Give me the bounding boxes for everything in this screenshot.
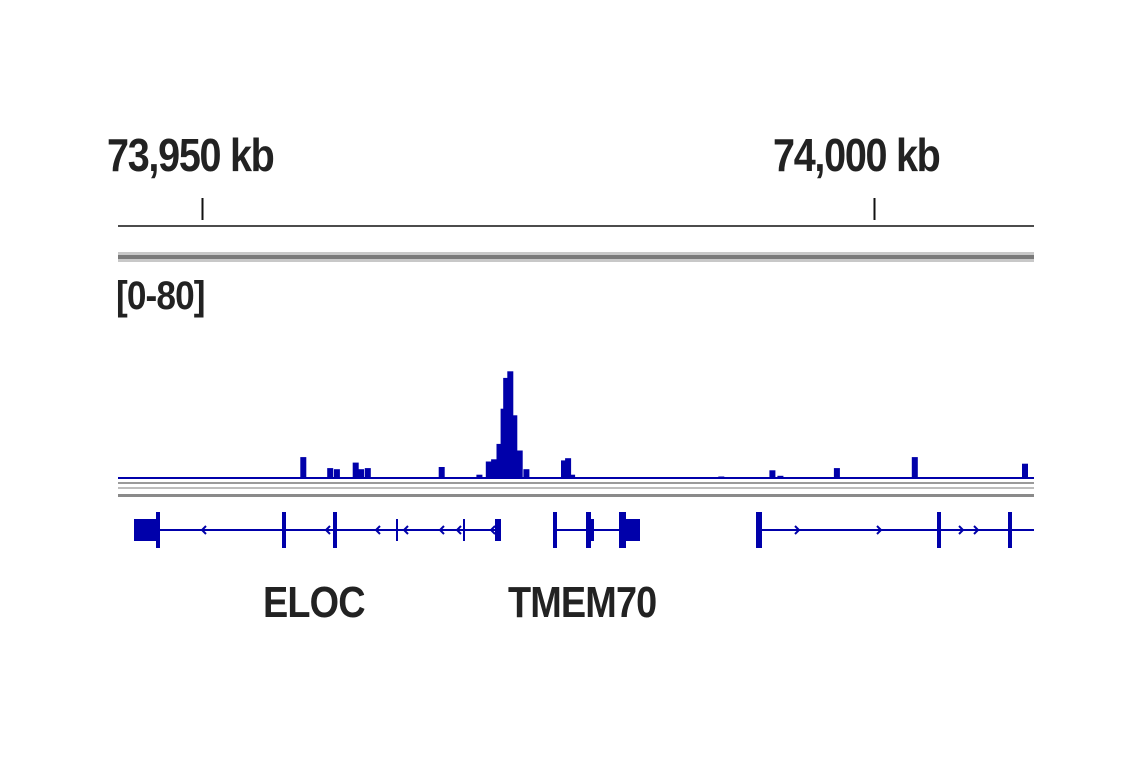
strand-arrow xyxy=(876,525,883,535)
signal-bar xyxy=(327,468,334,478)
strand-arrow xyxy=(324,525,331,535)
gene-exon xyxy=(156,512,160,548)
gene-exon xyxy=(756,512,762,548)
signal-bar xyxy=(364,468,371,478)
signal-bar xyxy=(523,469,530,478)
signal-bar xyxy=(300,457,307,478)
signal-bar xyxy=(565,458,572,478)
strand-arrow xyxy=(438,525,445,535)
signal-bar xyxy=(476,474,483,478)
gene-exon xyxy=(282,512,286,548)
signal-bar xyxy=(496,443,503,478)
gene-exon xyxy=(396,519,398,541)
gene-separator-top xyxy=(118,482,1034,484)
signal-bar xyxy=(769,470,776,478)
gene-label-eloc: ELOC xyxy=(263,578,366,627)
track-separator-bottom xyxy=(118,259,1034,262)
strand-arrow xyxy=(489,525,496,535)
signal-bar xyxy=(491,459,498,478)
signal-bar xyxy=(1022,463,1028,478)
track-range-label: [0-80] xyxy=(116,274,205,318)
strand-arrow xyxy=(374,525,381,535)
axis-tick-label-74000: 74,000 kb xyxy=(773,129,941,181)
gene-separator-mid xyxy=(118,487,1034,489)
gene-separator-bottom xyxy=(118,494,1034,497)
track-separator-mid xyxy=(118,255,1034,259)
signal-bar xyxy=(516,450,523,478)
track-separator-top xyxy=(118,252,1034,255)
strand-arrow xyxy=(958,525,965,535)
signal-bar xyxy=(438,467,445,478)
gene-exon xyxy=(586,512,591,548)
strand-arrow xyxy=(455,525,462,535)
strand-arrow xyxy=(973,525,980,535)
signal-bar xyxy=(911,457,918,478)
signal-bar xyxy=(511,415,518,478)
gene-track xyxy=(134,512,1034,548)
gene-exon xyxy=(495,519,501,541)
strand-arrow xyxy=(200,525,207,535)
signal-bar xyxy=(507,371,514,478)
gene-exon xyxy=(333,512,337,548)
signal-bar xyxy=(503,377,510,478)
signal-bar xyxy=(333,469,340,478)
gene-exon xyxy=(134,519,156,541)
gene-exon xyxy=(463,519,465,541)
signal-bar xyxy=(569,474,576,478)
gene-exon xyxy=(553,512,557,548)
signal-bar xyxy=(777,475,784,478)
strand-arrow xyxy=(402,525,409,535)
signal-bar xyxy=(358,469,365,478)
strand-arrow xyxy=(794,525,801,535)
gene-exon xyxy=(937,512,941,548)
gene-exon xyxy=(626,519,640,541)
signal-bar xyxy=(485,461,492,478)
signal-bar xyxy=(561,460,567,478)
gene-exon xyxy=(1008,512,1012,548)
signal-bar xyxy=(833,468,840,478)
signal-track xyxy=(300,371,1028,478)
gene-exon xyxy=(619,512,626,548)
signal-bar xyxy=(352,462,359,478)
gene-label-tmem70: TMEM70 xyxy=(508,578,657,627)
axis-tick-label-73950: 73,950 kb xyxy=(107,129,275,181)
gene-exon xyxy=(591,519,594,541)
